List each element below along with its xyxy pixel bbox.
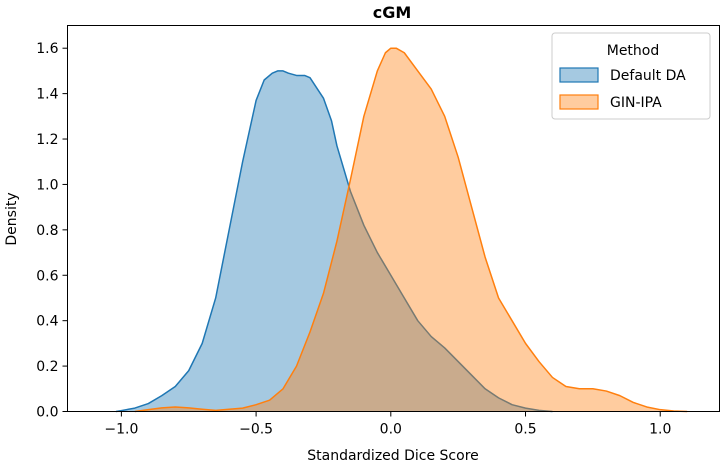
legend-box	[551, 32, 711, 120]
legend-label-default-da: Default DA	[610, 68, 686, 84]
legend-swatch-gin-ipa	[559, 94, 599, 110]
y-tick-label: 0.6	[36, 268, 58, 284]
plot-frame	[67, 25, 720, 412]
legend-title: Method	[607, 43, 660, 59]
x-axis: −1.0 −0.5 0.0 0.5 1.0	[104, 411, 671, 438]
x-tick-label: −1.0	[104, 422, 138, 438]
y-tick-label: 0.2	[36, 359, 58, 375]
x-axis-label: Standardized Dice Score	[307, 448, 479, 464]
density-area-default-da	[116, 70, 553, 412]
legend: Method Default DA GIN-IPA	[551, 32, 711, 120]
chart-title: cGM	[373, 3, 412, 22]
legend-label-gin-ipa: GIN-IPA	[610, 95, 662, 111]
series-layer	[115, 47, 688, 413]
density-line-gin-ipa	[134, 47, 688, 413]
density-area-gin-ipa	[134, 48, 688, 412]
y-tick-label: 1.6	[36, 41, 58, 57]
y-axis-label: Density	[4, 192, 20, 245]
x-tick-label: 1.0	[649, 422, 671, 438]
y-tick-label: 1.0	[36, 177, 58, 193]
y-tick-label: 0.8	[36, 223, 58, 239]
y-tick-label: 0.4	[36, 314, 58, 330]
density-line-default-da	[115, 70, 553, 413]
x-tick-label: 0.0	[380, 422, 402, 438]
y-axis: 0.0 0.2 0.4 0.6 0.8 1.0 1.2 1.4 1.6	[36, 41, 68, 421]
y-tick-label: 1.2	[36, 132, 58, 148]
legend-swatch-default-da	[559, 67, 599, 83]
x-tick-label: −0.5	[239, 422, 273, 438]
y-tick-label: 0.0	[36, 405, 58, 421]
y-tick-label: 1.4	[36, 87, 58, 103]
x-tick-label: 0.5	[514, 422, 536, 438]
